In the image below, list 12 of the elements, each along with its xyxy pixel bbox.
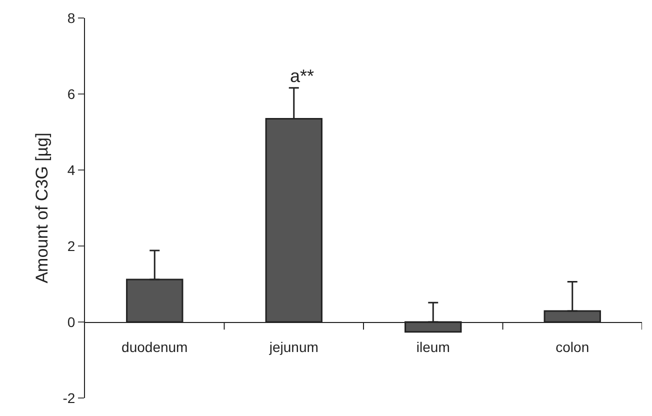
x-tick-label: jejunum	[268, 338, 318, 355]
y-tick-label: 0	[67, 314, 76, 330]
y-axis-title: Amount of C3G [µg]	[32, 132, 52, 284]
x-tick-label: colon	[556, 338, 590, 355]
y-tick-label: 6	[67, 86, 76, 102]
x-tick-label: duodenum	[122, 338, 188, 355]
annotation: a**	[290, 66, 314, 86]
y-tick-label: 4	[67, 162, 76, 178]
y-tick-label: -2	[62, 390, 76, 406]
x-tick-label: ileum	[416, 338, 450, 355]
y-tick-label: 2	[67, 238, 76, 254]
y-tick-label: 8	[67, 10, 76, 26]
